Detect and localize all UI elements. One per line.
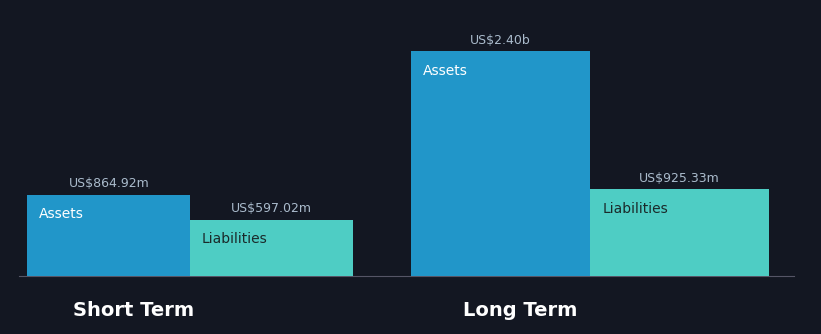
Text: US$864.92m: US$864.92m xyxy=(68,177,149,190)
Bar xyxy=(590,189,769,276)
Bar xyxy=(27,195,190,276)
Text: Short Term: Short Term xyxy=(73,301,194,320)
Text: US$597.02m: US$597.02m xyxy=(232,202,312,215)
Text: US$2.40b: US$2.40b xyxy=(470,33,530,46)
Text: Assets: Assets xyxy=(423,64,468,78)
Text: US$925.33m: US$925.33m xyxy=(640,171,720,184)
Text: Liabilities: Liabilities xyxy=(202,232,268,246)
Text: Liabilities: Liabilities xyxy=(603,202,668,216)
Bar xyxy=(190,220,353,276)
Bar xyxy=(410,51,590,276)
Text: Long Term: Long Term xyxy=(463,301,578,320)
Text: Assets: Assets xyxy=(39,207,84,221)
